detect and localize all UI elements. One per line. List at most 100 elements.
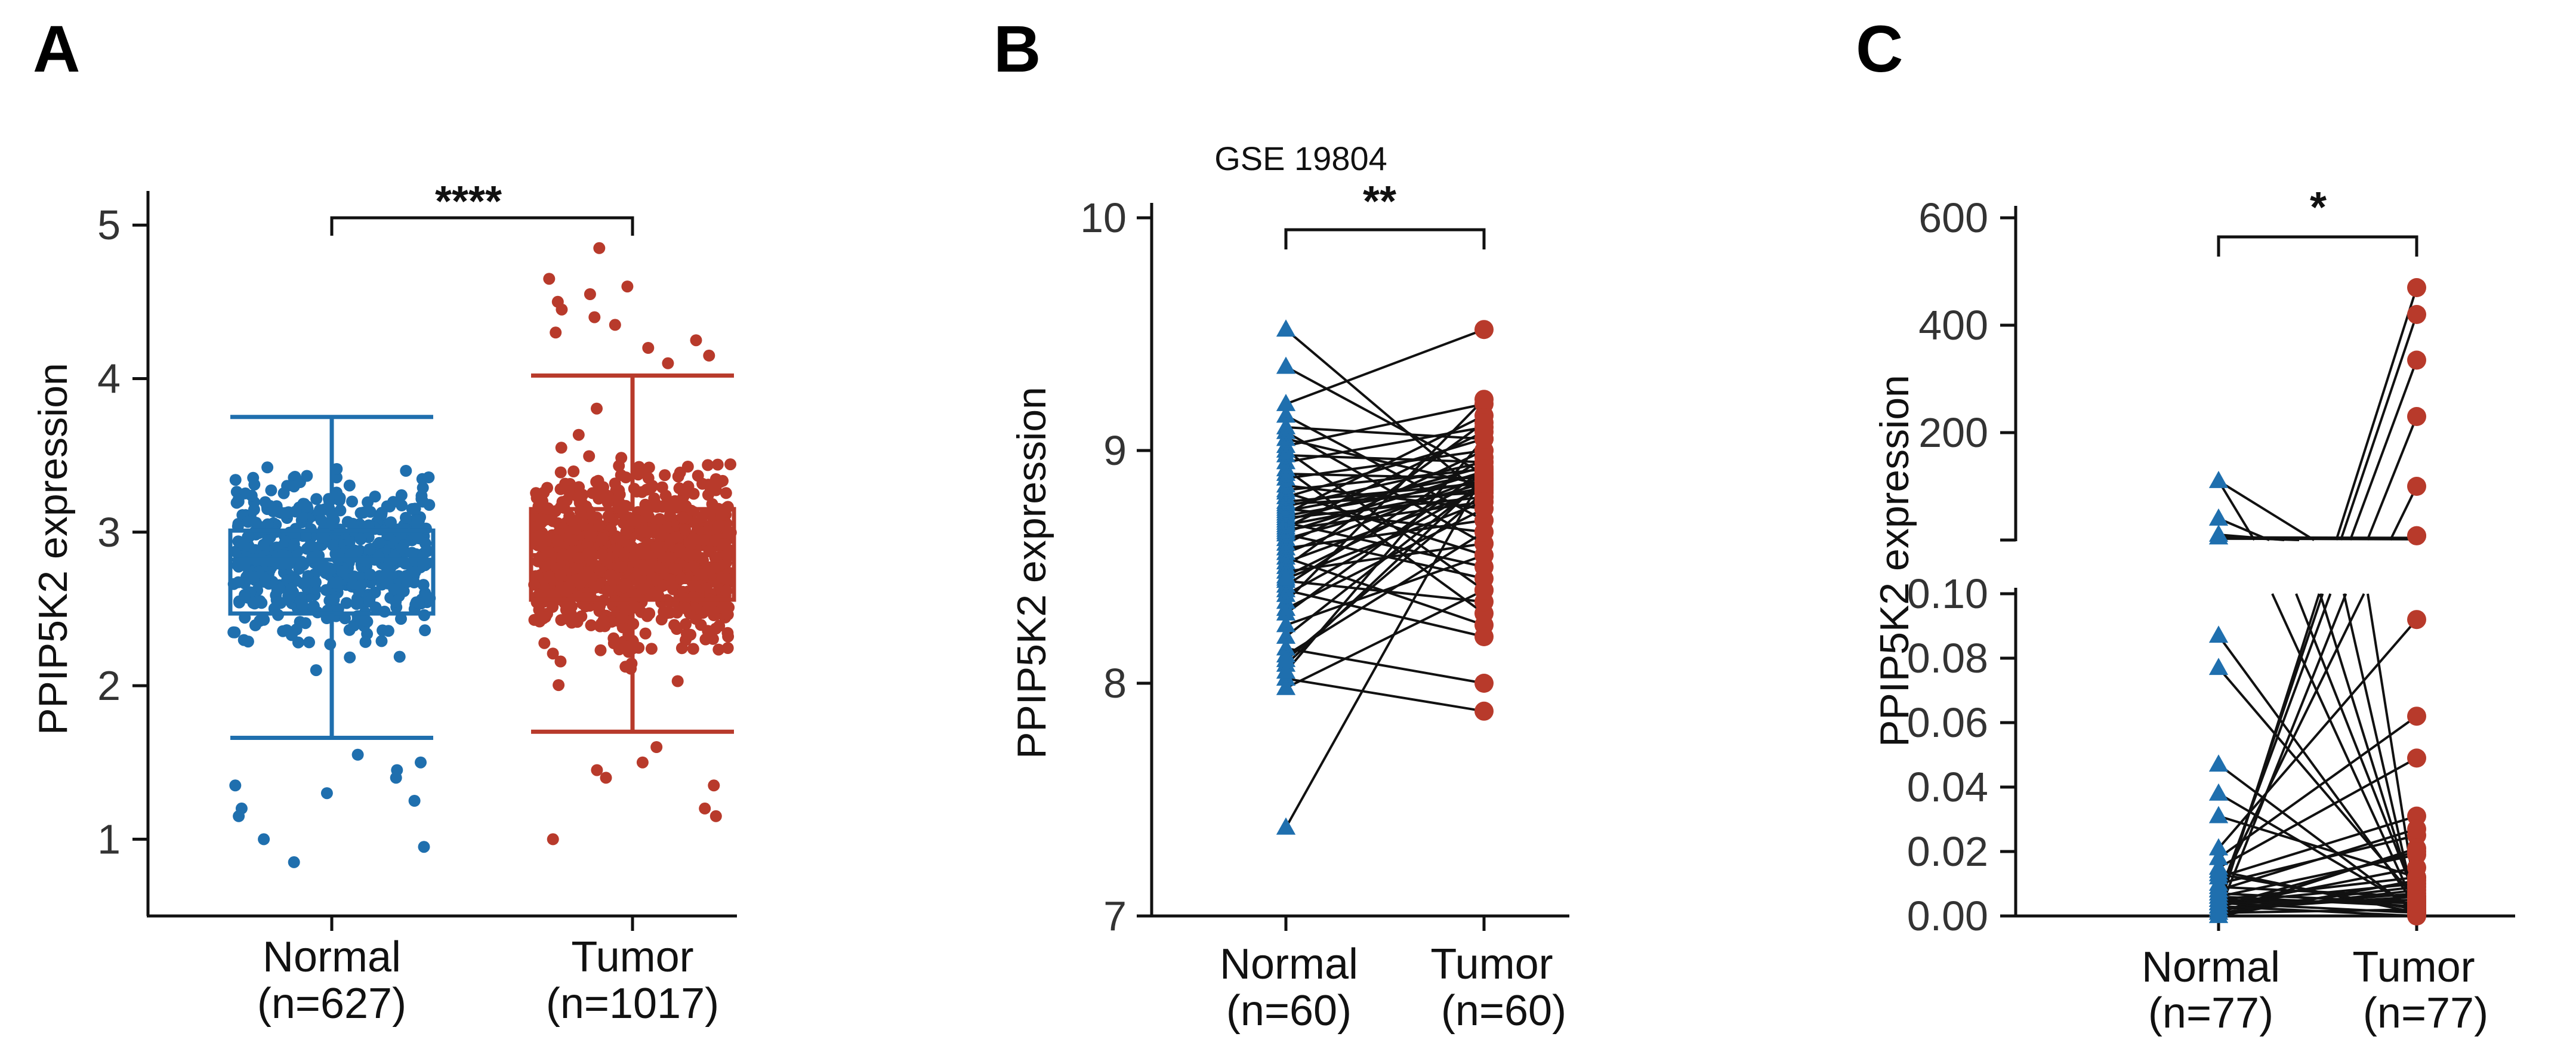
panel-c-xtick-normal: Normal (2142, 943, 2280, 991)
panel-a-point (261, 461, 274, 474)
panel-a-point (657, 579, 670, 592)
panel-a-point (670, 563, 683, 576)
panel-a-point (359, 636, 372, 648)
panel-b-pair-line (1285, 589, 1485, 689)
panel-c-ytick-label: 0.04 (1907, 764, 1988, 810)
panel-b-tumor-point (1474, 581, 1494, 600)
panel-a-point (709, 810, 722, 822)
panel-a-point (289, 471, 301, 483)
panel-a-point (615, 469, 627, 482)
panel-a-point (572, 492, 585, 504)
panel-a-point (714, 476, 726, 488)
panel-c-xtick-tumor: Tumor (2352, 943, 2475, 991)
panel-a-point (385, 516, 397, 529)
panel-c-tumor-point (2407, 278, 2426, 297)
panel-a-point (633, 641, 645, 654)
panel-a-point (259, 573, 271, 585)
panel-b-normal-point (1276, 650, 1296, 667)
panel-c-ytick-label: 0.02 (1907, 828, 1988, 875)
panel-c-pair-line (2218, 815, 2417, 879)
panel-a-point (248, 479, 261, 491)
panel-a-point (609, 319, 621, 331)
panel-a-point (554, 466, 567, 479)
panel-b-pair-line (1285, 426, 1485, 440)
panel-a-point (626, 514, 638, 527)
panel-b-tumor-point (1474, 492, 1494, 511)
panel-a-point (343, 624, 356, 636)
panel-c-tumor-point (2407, 610, 2426, 630)
panel-a-point (690, 334, 702, 347)
panel-a-point (393, 650, 406, 663)
panel-a-point (626, 541, 638, 553)
panel-a-point (650, 541, 663, 553)
panel-c-pair-line (2218, 905, 2417, 917)
panel-a-point (696, 510, 709, 523)
panel-a-point (554, 655, 567, 668)
panel-a-point (716, 538, 728, 551)
panel-a-point (340, 597, 353, 609)
panel-a-point (421, 545, 434, 557)
panel-a-point (722, 527, 735, 539)
panel-a-point (375, 635, 388, 647)
panel-a-point (632, 468, 644, 481)
panel-a-points-normal (227, 461, 436, 868)
panel-a-point (285, 582, 298, 595)
panel-b-title: GSE 19804 (1214, 140, 1387, 177)
panel-a-point (354, 533, 367, 545)
panel-a-point (653, 562, 665, 574)
panel-a-point (637, 582, 649, 595)
panel-a-point (595, 618, 607, 630)
panel-a-point (671, 675, 684, 687)
panel-a-point (675, 572, 687, 585)
panel-a-point (712, 643, 725, 656)
panel-b-normal-point (1276, 603, 1296, 621)
panel-a-point (257, 538, 270, 551)
panel-a-point (708, 779, 720, 792)
panel-a-ytick-label: 1 (97, 816, 121, 862)
panel-a-point (551, 534, 564, 547)
panel-a-ytick-label: 2 (97, 662, 121, 709)
panel-a-point (344, 548, 356, 561)
panel-b-pair-line (1285, 398, 1485, 603)
panel-a-point (714, 508, 726, 520)
panel-a-point (702, 459, 714, 471)
panel-a-point (327, 539, 340, 551)
panel-b-pair-line (1285, 461, 1485, 508)
panel-a-point (351, 748, 364, 761)
panel-a-point (722, 630, 735, 643)
panel-b-normal-point (1276, 405, 1296, 423)
panel-a-point (535, 516, 548, 529)
panel-b-pair-line (1285, 491, 1485, 661)
panel-a-point (363, 596, 376, 607)
panel-c-tumor-point (2407, 893, 2426, 913)
panel-a-point (271, 584, 283, 597)
panel-a-point (609, 477, 621, 490)
panel-a-point (711, 458, 724, 471)
panel-c-pair-line (2218, 866, 2417, 908)
panel-a-point (562, 485, 575, 497)
panel-a-point (289, 505, 302, 518)
panel-a-point (594, 644, 607, 656)
panel-a-point (539, 561, 551, 573)
panel-a-point (317, 561, 330, 573)
panel-b-tumor-point (1474, 522, 1494, 542)
panel-a-point (300, 530, 313, 542)
panel-b-ytick-label: 7 (1103, 893, 1127, 939)
panel-a-point (395, 613, 407, 625)
panel-b-pair-line (1285, 328, 1485, 405)
panel-a-point (594, 564, 606, 576)
panel-c-normal-point (2208, 471, 2229, 488)
panel-a-point (661, 607, 673, 619)
panel-b-pair-line (1285, 449, 1485, 545)
panel-a-point (539, 611, 551, 623)
panel-c-normal-point (2208, 847, 2229, 865)
panel-a-point (653, 513, 666, 525)
panel-a-point (334, 492, 346, 504)
panel-a-point (418, 841, 430, 853)
panel-c-pair-line (2335, 287, 2418, 541)
panel-a-point (613, 459, 625, 472)
panel-a-point (555, 442, 567, 454)
panel-b: GSE 19804 PPIP5K2 expression ** Normal (… (1009, 140, 1569, 1035)
panel-c-pair-line (2295, 593, 2418, 900)
